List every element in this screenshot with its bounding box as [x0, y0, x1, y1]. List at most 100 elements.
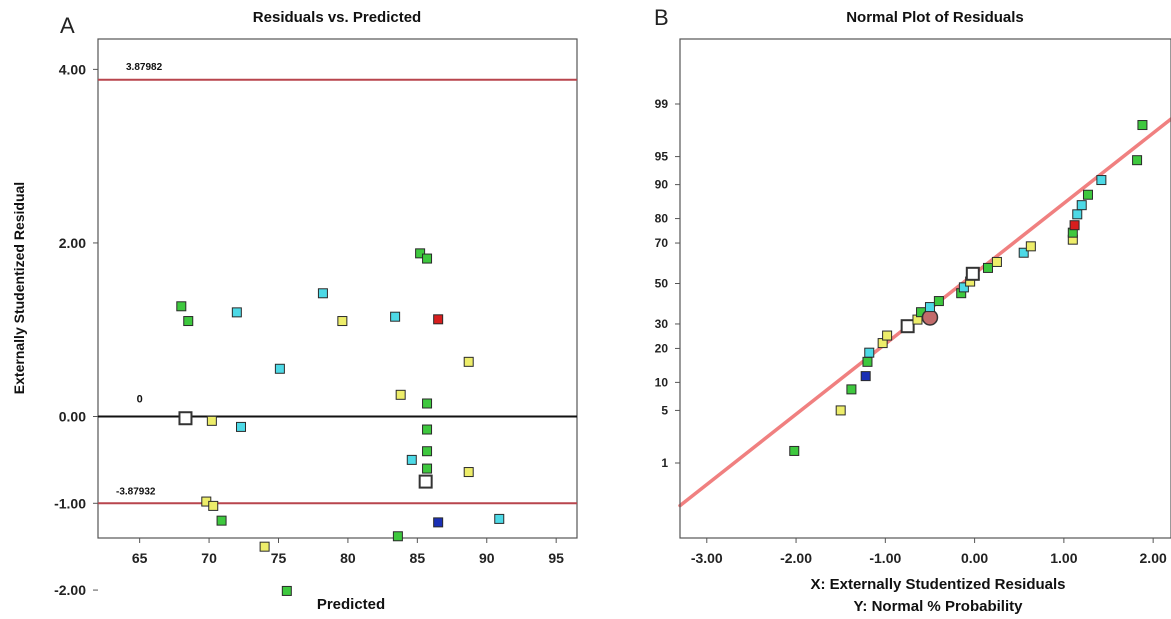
data-point	[835, 405, 846, 416]
data-point	[982, 262, 993, 273]
data-point	[176, 301, 187, 312]
data-point	[958, 282, 969, 293]
y-tick-label: 95	[655, 150, 669, 164]
data-point	[1076, 200, 1087, 211]
data-point	[1025, 241, 1036, 252]
data-point	[422, 398, 433, 409]
y-tick-label: -1.00	[54, 495, 86, 511]
data-point	[415, 248, 426, 259]
y-tick-label: 30	[655, 317, 669, 331]
x-tick-label: 75	[271, 550, 287, 566]
panel-b-letter: B	[654, 5, 669, 30]
panel-a-ticks: 65 70 75 80 85 90 95 4.00 2.00 0.00 -2.00 -1.00	[54, 61, 564, 598]
data-point	[178, 411, 193, 426]
x-tick-label: -3.00	[691, 550, 723, 566]
data-point	[1018, 247, 1029, 258]
y-tick-label: 5	[661, 403, 668, 417]
data-point	[317, 288, 328, 299]
panel-b-x-axis-label: X: Externally Studentized Residuals	[810, 576, 1065, 593]
y-tick-label: 70	[655, 236, 669, 250]
data-point	[1082, 189, 1093, 200]
data-point	[1096, 175, 1107, 186]
data-point	[392, 531, 403, 542]
y-tick-label: 80	[655, 212, 669, 226]
panel-a-letter: A	[60, 13, 75, 38]
panel-a: A Residuals vs. Predicted 3.87982 -3.8793…	[11, 9, 578, 613]
data-point	[422, 424, 433, 435]
panel-b-title: Normal Plot of Residuals	[846, 9, 1024, 26]
panel-a-title: Residuals vs. Predicted	[253, 9, 421, 26]
y-tick-label: 4.00	[59, 61, 86, 77]
y-tick-label: 10	[655, 375, 669, 389]
x-tick-label: 2.00	[1140, 550, 1167, 566]
data-point	[1132, 155, 1143, 166]
zero-note: 0	[137, 394, 143, 406]
data-point	[860, 371, 871, 382]
panel-b-points	[789, 120, 1148, 456]
data-point	[274, 363, 285, 374]
data-point	[965, 266, 980, 281]
x-tick-label: -2.00	[780, 550, 812, 566]
lower-limit-label: -3.87932	[116, 486, 156, 497]
y-tick-label: 99	[655, 97, 669, 111]
x-tick-label: 1.00	[1050, 550, 1077, 566]
data-point	[862, 356, 873, 367]
x-tick-label: -1.00	[869, 550, 901, 566]
y-tick-label: 2.00	[59, 235, 86, 251]
data-point	[433, 314, 444, 325]
y-tick-label: 1	[661, 456, 668, 470]
data-point	[864, 347, 875, 358]
y-tick-label: 20	[655, 341, 669, 355]
panel-b-plot-frame	[679, 38, 1171, 539]
y-tick-label: 50	[655, 277, 669, 291]
data-point	[216, 515, 227, 526]
data-point	[494, 513, 505, 524]
data-point	[846, 384, 857, 395]
data-point	[231, 307, 242, 318]
data-point	[933, 296, 944, 307]
data-point	[433, 517, 444, 528]
upper-limit-label: 3.87982	[126, 62, 163, 73]
data-point	[900, 319, 915, 334]
panel-b: B Normal Plot of Residuals -3.00 -2.00 -1.…	[654, 5, 1171, 615]
x-tick-label: 0.00	[961, 550, 988, 566]
panel-a-x-axis-label: Predicted	[317, 596, 385, 613]
panel-a-points	[176, 248, 505, 596]
data-point	[789, 445, 800, 456]
y-tick-label: 0.00	[59, 409, 86, 425]
data-point	[259, 541, 270, 552]
data-point	[1072, 209, 1083, 220]
data-point	[337, 316, 348, 327]
data-point	[390, 311, 401, 322]
y-tick-label: -2.00	[54, 582, 86, 598]
data-point	[206, 415, 217, 426]
x-tick-label: 85	[410, 550, 426, 566]
data-point	[418, 474, 433, 489]
x-tick-label: 80	[340, 550, 356, 566]
data-point	[236, 421, 247, 432]
x-tick-label: 65	[132, 550, 148, 566]
data-point	[406, 454, 417, 465]
data-point	[921, 309, 939, 326]
data-point	[1137, 120, 1148, 131]
data-point	[882, 330, 893, 341]
data-point	[208, 500, 219, 511]
data-point	[924, 302, 935, 313]
data-point	[422, 253, 433, 264]
y-tick-label: 90	[655, 178, 669, 192]
panel-a-plot-frame	[97, 38, 578, 539]
data-point	[422, 446, 433, 457]
x-tick-label: 70	[201, 550, 217, 566]
data-point	[991, 256, 1002, 267]
data-point	[1069, 220, 1080, 231]
x-tick-label: 95	[548, 550, 564, 566]
data-point	[463, 467, 474, 478]
data-point	[395, 389, 406, 400]
data-point	[463, 356, 474, 367]
panel-a-y-axis-label: Externally Studentized Residual	[11, 182, 27, 394]
x-tick-label: 90	[479, 550, 495, 566]
panel-b-y-axis-label: Y: Normal % Probability	[854, 598, 1024, 615]
panel-a-limit-lines: 3.87982 -3.87932 0	[98, 62, 577, 505]
data-point	[281, 585, 292, 596]
